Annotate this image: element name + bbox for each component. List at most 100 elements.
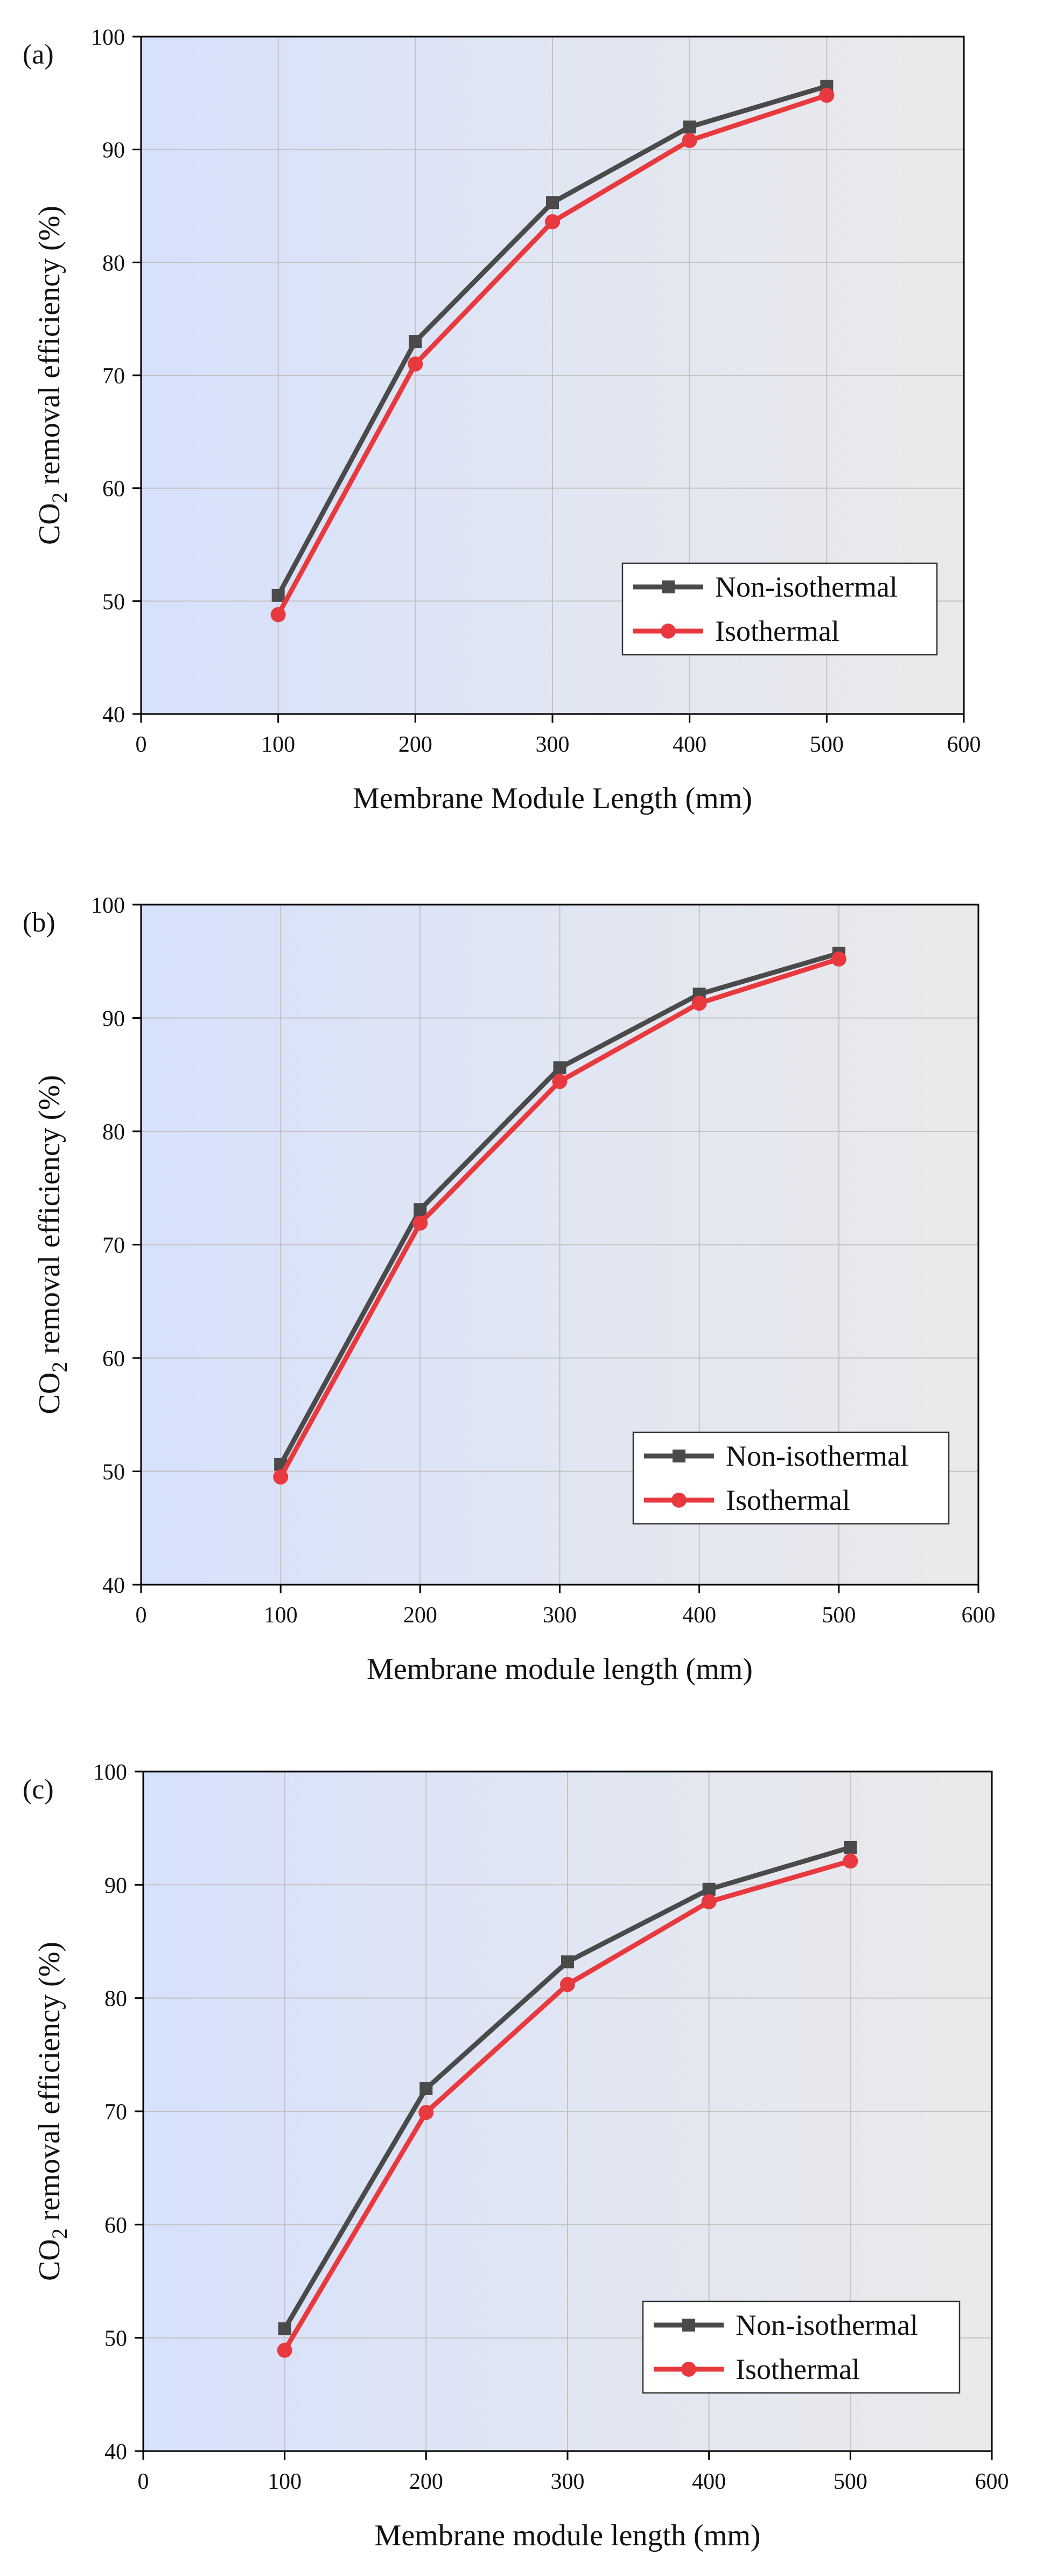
x-tick-label: 500 xyxy=(822,1603,856,1628)
series-isothermal xyxy=(273,951,846,1485)
x-tick-label: 400 xyxy=(692,2469,726,2494)
y-axis-title-main: CO xyxy=(33,2239,66,2281)
y-axis-title-subscript: 2 xyxy=(47,492,72,503)
y-axis-title: CO2 removal efficiency (%) xyxy=(33,1075,72,1414)
y-tick-label: 80 xyxy=(104,1987,127,2012)
legend-swatch-marker xyxy=(681,2362,696,2377)
data-point xyxy=(552,1074,568,1089)
data-point xyxy=(691,996,707,1011)
y-tick-label: 50 xyxy=(102,1460,125,1485)
y-axis-title: CO2 removal efficiency (%) xyxy=(33,1942,72,2281)
x-tick-label: 600 xyxy=(962,1603,996,1628)
data-point xyxy=(271,589,285,602)
chart-panel-b: 0 100 200 300 400 500 600 40 50 60 70 80 90 100 (b) Mem… xyxy=(23,893,996,1686)
data-point xyxy=(273,1469,289,1485)
chart-panel-a: 0 100 200 300 400 500 600 40 50 60 70 80 90 100 (a) Mem… xyxy=(23,25,981,815)
x-tick-label: 400 xyxy=(673,732,706,757)
y-tick-label: 40 xyxy=(102,703,125,727)
data-point xyxy=(412,1215,428,1231)
x-tick-label: 100 xyxy=(264,1603,298,1628)
data-point xyxy=(561,1955,574,1969)
data-point xyxy=(408,356,423,372)
data-point xyxy=(819,88,835,103)
legend-swatch-marker xyxy=(671,1493,687,1508)
y-axis-title-main: CO xyxy=(33,1373,66,1415)
data-point xyxy=(277,2342,292,2358)
x-axis-title: Membrane Module Length (mm) xyxy=(353,782,752,815)
y-tick-label: 90 xyxy=(104,1873,127,1898)
data-point xyxy=(701,1894,717,1909)
y-axis-title-main: CO xyxy=(33,503,66,545)
y-tick-label: 70 xyxy=(102,1234,125,1258)
legend-swatch-marker xyxy=(682,2319,695,2332)
legend-entry-label: Non-isothermal xyxy=(736,2309,918,2341)
y-axis-title-rest: removal efficiency (%) xyxy=(33,1075,66,1361)
y-axis-title-rest: removal efficiency (%) xyxy=(33,1942,66,2228)
legend: Non-isothermal Isothermal xyxy=(642,2300,961,2394)
legend-box xyxy=(632,1431,950,1525)
chart-panel-c: 0 100 200 300 400 500 600 40 50 60 70 80 90 100 (c) Mem… xyxy=(23,1760,1009,2552)
legend-box xyxy=(621,562,938,656)
x-tick-label: 0 xyxy=(138,2469,149,2494)
legend-swatch-marker xyxy=(662,580,675,593)
x-tick-label: 0 xyxy=(136,732,147,757)
x-tick-label: 200 xyxy=(403,1603,437,1628)
data-point xyxy=(414,1203,427,1216)
data-point xyxy=(419,2082,433,2095)
legend: Non-isothermal Isothermal xyxy=(621,562,938,656)
y-tick-label: 100 xyxy=(93,1760,127,1785)
y-tick-label: 100 xyxy=(91,893,125,918)
panel-label: (c) xyxy=(23,1774,54,1805)
data-point xyxy=(682,132,697,148)
y-axis-title-subscript: 2 xyxy=(47,2228,72,2239)
y-tick-label: 40 xyxy=(104,2440,127,2465)
data-point xyxy=(683,120,696,134)
data-point xyxy=(560,1977,575,1992)
data-point xyxy=(418,2105,434,2120)
y-tick-label: 90 xyxy=(102,1007,125,1032)
y-tick-label: 100 xyxy=(91,25,125,50)
legend-entry-label: Isothermal xyxy=(715,615,839,647)
y-tick-label: 60 xyxy=(104,2213,127,2238)
gridlines xyxy=(141,905,978,1585)
x-tick-label: 100 xyxy=(261,732,295,757)
x-tick-label: 600 xyxy=(975,2469,1009,2494)
legend-swatch-marker xyxy=(673,1450,685,1462)
data-point xyxy=(545,214,560,229)
legend-entry-label: Isothermal xyxy=(736,2353,860,2385)
y-tick-label: 40 xyxy=(102,1573,125,1598)
y-tick-label: 60 xyxy=(102,1347,125,1371)
x-tick-label: 200 xyxy=(398,732,432,757)
data-point xyxy=(831,951,846,967)
x-tick-label: 300 xyxy=(536,732,570,757)
x-tick-label: 600 xyxy=(947,732,981,757)
data-point xyxy=(409,335,422,348)
legend: Non-isothermal Isothermal xyxy=(632,1431,950,1525)
x-axis-title: Membrane module length (mm) xyxy=(375,2519,761,2552)
y-tick-label: 70 xyxy=(102,364,125,389)
x-tick-label: 100 xyxy=(268,2469,302,2494)
x-tick-label: 200 xyxy=(409,2469,443,2494)
y-axis-title-subscript: 2 xyxy=(47,1362,72,1373)
x-tick-label: 500 xyxy=(810,732,844,757)
panel-label: (b) xyxy=(23,907,55,938)
legend-entry-label: Non-isothermal xyxy=(726,1440,908,1472)
y-tick-label: 80 xyxy=(102,251,125,276)
data-point xyxy=(553,1061,566,1075)
series-isothermal xyxy=(277,1853,858,2358)
legend-entry-label: Non-isothermal xyxy=(715,571,898,603)
gridlines xyxy=(141,37,964,714)
y-axis-title: CO2 removal efficiency (%) xyxy=(33,206,72,545)
series-non-isothermal xyxy=(278,1840,857,2335)
x-tick-label: 300 xyxy=(551,2469,585,2494)
x-tick-label: 300 xyxy=(543,1603,577,1628)
x-axis-title: Membrane module length (mm) xyxy=(367,1653,753,1686)
x-tick-label: 500 xyxy=(834,2469,867,2494)
y-tick-label: 60 xyxy=(102,477,125,502)
x-tick-label: 0 xyxy=(136,1603,147,1628)
legend-box xyxy=(642,2300,961,2394)
data-point xyxy=(702,1882,716,1896)
y-axis-title-rest: removal efficiency (%) xyxy=(33,206,66,492)
legend-entry-label: Isothermal xyxy=(726,1484,850,1516)
data-point xyxy=(843,1853,858,1869)
